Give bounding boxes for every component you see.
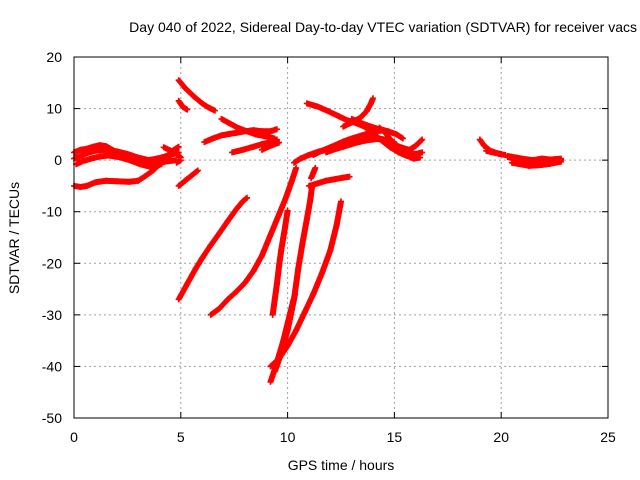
data-point: [284, 207, 291, 214]
data-point: [211, 107, 218, 114]
axis-tick-labels: 0 5 10 15 20 25 20 10 0 -10 -20 -30 -40 -50: [42, 49, 616, 445]
x-tick-label: 20: [493, 429, 509, 445]
data-track: [71, 146, 182, 164]
data-track: [267, 198, 344, 370]
x-tick-label: 15: [387, 429, 403, 445]
data-track: [395, 146, 426, 157]
data-point: [312, 164, 319, 171]
axis-ticks: [73, 56, 609, 419]
x-tick-label: 0: [70, 429, 78, 445]
x-axis-label: GPS time / hours: [288, 457, 395, 473]
data-track: [271, 182, 316, 375]
plot-frame: [73, 56, 609, 419]
x-tick-label: 25: [600, 429, 616, 445]
data-track: [173, 157, 184, 166]
data-track: [258, 139, 283, 153]
data-track: [175, 77, 218, 114]
data-point: [399, 135, 406, 142]
data-point: [194, 167, 201, 174]
data-point: [158, 161, 165, 168]
y-tick-label: -10: [42, 204, 62, 220]
data-point: [498, 150, 505, 157]
y-tick-label: -50: [42, 410, 62, 426]
data-track: [308, 164, 319, 182]
data-point: [273, 126, 280, 133]
data-point: [293, 164, 300, 171]
y-tick-label: -40: [42, 358, 62, 374]
data-track: [175, 167, 201, 189]
data-track: [483, 147, 505, 157]
y-tick-label: -20: [42, 255, 62, 271]
data-point: [346, 173, 353, 180]
data-point: [558, 156, 565, 163]
y-tick-label: 20: [46, 49, 62, 65]
data-series: [71, 77, 565, 385]
data-track: [160, 144, 184, 161]
data-track: [73, 152, 165, 170]
data-point: [370, 95, 377, 102]
x-tick-label: 10: [280, 429, 296, 445]
data-track: [207, 164, 300, 318]
data-track: [175, 97, 191, 113]
data-point: [338, 198, 344, 205]
data-track: [201, 126, 280, 146]
y-axis-label: SDTVAR / TECUs: [6, 182, 22, 294]
data-point: [276, 139, 283, 146]
x-tick-label: 5: [177, 429, 185, 445]
data-track: [175, 194, 251, 303]
data-track: [305, 173, 353, 189]
y-tick-label: -30: [42, 307, 62, 323]
data-track: [269, 207, 291, 318]
data-track: [508, 156, 565, 167]
grid: [74, 57, 608, 418]
y-tick-label: 0: [54, 152, 62, 168]
data-point: [419, 149, 426, 156]
data-point: [244, 194, 251, 201]
data-point: [418, 137, 425, 144]
data-point: [177, 157, 184, 164]
data-point: [419, 136, 426, 143]
data-point: [175, 143, 182, 150]
chart-title: Day 040 of 2022, Sidereal Day-to-day VTE…: [129, 19, 637, 35]
y-tick-label: 10: [46, 101, 62, 117]
data-track: [323, 134, 394, 156]
data-point: [184, 106, 191, 113]
